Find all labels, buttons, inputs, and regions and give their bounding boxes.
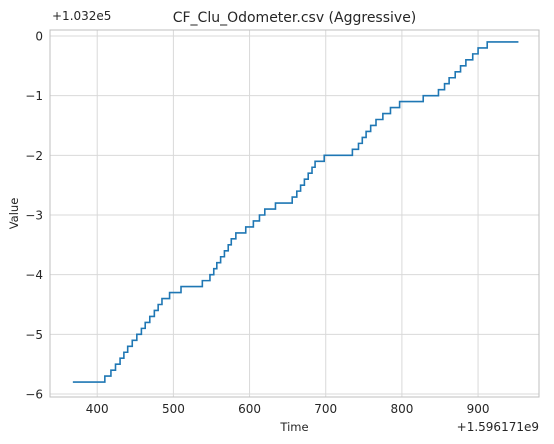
y-tick-label: −1: [25, 89, 43, 103]
tick-layer: 400 500 600 700 800 900 0 −1 −2 −3 −4 −5 −6: [25, 29, 489, 416]
y-tick-label: −5: [25, 328, 43, 342]
chart-title: CF_Clu_Odometer.csv (Aggressive): [173, 10, 417, 26]
x-tick-label: 600: [238, 402, 261, 416]
x-tick-label: 400: [86, 402, 109, 416]
y-offset-text: +1.032e5: [52, 9, 111, 23]
y-axis-label: Value: [7, 198, 21, 230]
x-tick-label: 500: [162, 402, 185, 416]
series-layer: [72, 41, 519, 383]
y-tick-label: −2: [25, 149, 43, 163]
y-tick-label: 0: [35, 29, 43, 43]
x-axis-label: Time: [279, 420, 308, 434]
x-tick-label: 900: [467, 402, 490, 416]
y-tick-label: −6: [25, 388, 43, 402]
y-tick-label: −3: [25, 208, 43, 222]
x-offset-text: +1.596171e9: [457, 420, 539, 434]
y-tick-label: −4: [25, 268, 43, 282]
x-tick-label: 700: [314, 402, 337, 416]
x-tick-label: 800: [390, 402, 413, 416]
series-line: [72, 41, 519, 383]
grid-layer: [50, 30, 539, 397]
plot-frame: [49, 29, 540, 398]
